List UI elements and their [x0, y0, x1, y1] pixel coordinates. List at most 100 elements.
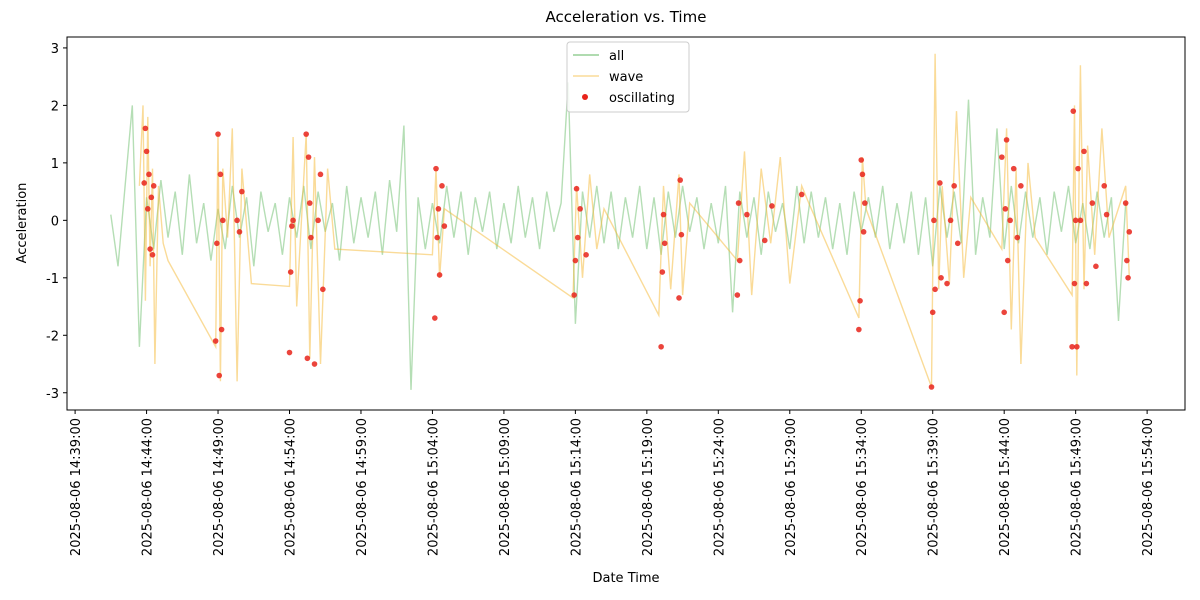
scatter-point	[1122, 200, 1129, 206]
axes-frame	[66, 36, 1186, 411]
scatter-point	[236, 229, 243, 235]
scatter-point	[1103, 211, 1110, 218]
x-tick-label: 2025-08-06 15:34:00	[855, 418, 870, 556]
scatter-point	[217, 171, 224, 178]
scatter-point	[798, 191, 805, 198]
x-tick-label: 2025-08-06 15:09:00	[498, 418, 513, 556]
scatter-point	[856, 326, 862, 333]
x-tick-label: 2025-08-06 14:44:00	[141, 418, 156, 556]
scatter-point	[432, 315, 438, 321]
scatter-point	[1072, 217, 1079, 224]
scatter-point	[1014, 234, 1021, 241]
scatter-point	[215, 131, 221, 137]
scatter-point	[857, 298, 863, 304]
scatter-point	[734, 292, 741, 298]
scatter-point	[928, 384, 935, 390]
scatter-point	[859, 171, 866, 178]
scatter-point	[287, 269, 294, 275]
scatter-point	[1069, 343, 1075, 350]
scatter-point	[678, 231, 685, 238]
scatter-point	[435, 206, 442, 212]
scatter-point	[659, 269, 666, 275]
scatter-point	[305, 154, 312, 160]
scatter-point	[149, 252, 156, 258]
scatter-point	[1126, 229, 1133, 235]
y-tick-label: -1	[46, 272, 59, 287]
x-tick-label: 2025-08-06 15:04:00	[426, 418, 441, 556]
y-tick-label: 1	[51, 157, 59, 172]
scatter-point	[577, 206, 583, 212]
plot-area	[110, 53, 1133, 390]
scatter-point	[317, 171, 324, 178]
scatter-point	[1018, 183, 1024, 189]
scatter-point	[143, 148, 150, 155]
scatter-point	[306, 200, 313, 206]
scatter-point	[574, 234, 581, 241]
scatter-point	[141, 180, 147, 186]
scatter-point	[735, 200, 742, 206]
scatter-point	[286, 349, 293, 356]
scatter-point	[1010, 165, 1017, 172]
y-tick-label: 3	[51, 42, 59, 57]
scatter-point	[315, 217, 321, 224]
scatter-point	[289, 223, 295, 229]
scatter-point	[1089, 200, 1096, 206]
x-tick-label: 2025-08-06 14:49:00	[212, 418, 227, 556]
scatter-point	[937, 180, 943, 186]
scatter-point	[1101, 183, 1108, 189]
legend: all wave oscillating	[566, 41, 690, 113]
scatter-point	[303, 131, 309, 137]
scatter-point	[658, 343, 664, 350]
scatter-point	[1083, 280, 1090, 287]
scatter-point	[142, 125, 149, 132]
scatter-point	[1074, 343, 1080, 350]
x-tick-label: 2025-08-06 15:14:00	[569, 418, 584, 556]
scatter-point	[1081, 148, 1087, 155]
scatter-point	[1004, 257, 1011, 264]
x-tick-label: 2025-08-06 14:54:00	[284, 418, 299, 556]
scatter-point	[929, 309, 936, 316]
scatter-point	[999, 154, 1005, 160]
chart-title: Acceleration vs. Time	[546, 8, 707, 26]
scatter-point	[931, 217, 937, 224]
scatter-point	[216, 372, 223, 379]
scatter-point	[951, 183, 957, 189]
scatter-point	[148, 194, 155, 201]
scatter-point	[1071, 280, 1078, 287]
scatter-point	[214, 240, 220, 247]
scatter-point	[1002, 206, 1009, 212]
scatter-point	[954, 240, 961, 247]
scatter-point	[234, 217, 240, 224]
x-tick-label: 2025-08-06 14:39:00	[69, 418, 84, 556]
scatter-point	[320, 286, 326, 293]
y-axis-label: Acceleration	[15, 183, 30, 264]
x-tick-label: 2025-08-06 15:24:00	[712, 418, 727, 556]
scatter-point	[146, 171, 152, 178]
scatter-point	[433, 165, 439, 172]
scatter-point	[150, 183, 157, 189]
scatter-point	[239, 188, 245, 195]
scatter-point	[1125, 275, 1131, 281]
scatter-point	[1007, 217, 1013, 224]
legend-marker	[582, 94, 588, 100]
legend-label: wave	[609, 70, 643, 85]
x-tick-label: 2025-08-06 15:44:00	[998, 418, 1013, 556]
scatter-point	[1093, 263, 1099, 270]
x-tick-label: 2025-08-06 15:54:00	[1141, 418, 1156, 556]
scatter-point	[220, 217, 226, 224]
legend-box	[566, 41, 690, 113]
scatter-point	[1124, 257, 1130, 264]
scatter-point	[439, 183, 445, 189]
scatter-point	[583, 252, 589, 258]
scatter-point	[441, 223, 448, 229]
scatter-point	[573, 185, 580, 192]
scatter-point	[311, 361, 318, 367]
scatter-point	[572, 257, 579, 264]
scatter-point	[1077, 217, 1084, 224]
scatter-point	[736, 257, 743, 264]
scatter-point	[434, 234, 441, 241]
series-line	[110, 82, 1127, 390]
scatter-point	[436, 272, 443, 278]
scatter-point	[744, 211, 750, 218]
